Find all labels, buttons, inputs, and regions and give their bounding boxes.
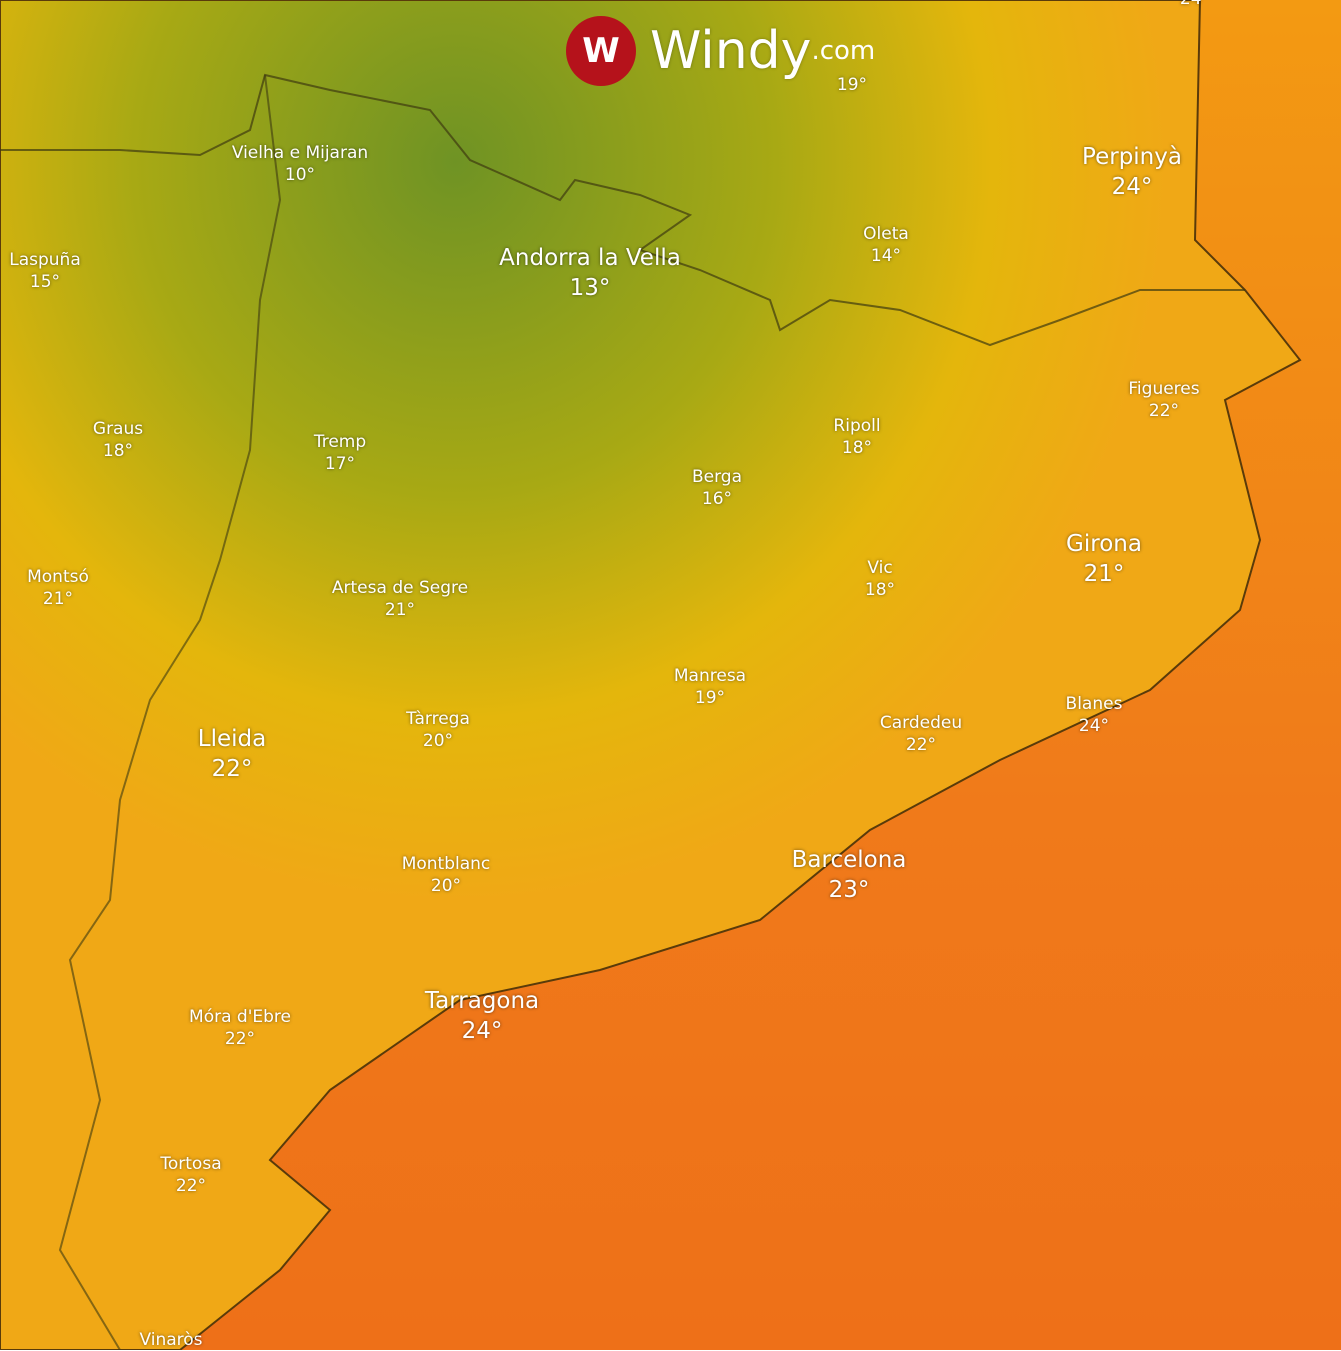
city-temperature: 24° — [461, 1017, 503, 1044]
city-name: Girona — [1066, 531, 1142, 557]
city-name: Vinaròs — [139, 1330, 203, 1350]
city-name: Oleta — [863, 224, 909, 244]
city-label[interactable]: Tremp 17° — [314, 431, 366, 475]
city-temperature: 21° — [1083, 560, 1125, 587]
city-label[interactable]: Móra d'Ebre 22° — [189, 1006, 291, 1050]
city-label[interactable]: Graus 18° — [93, 418, 143, 462]
city-label[interactable]: Lleida 22° — [198, 725, 266, 785]
city-label[interactable]: Oleta 14° — [863, 223, 909, 267]
city-name: Tàrrega — [406, 709, 470, 729]
city-temperature: 16° — [701, 489, 733, 510]
city-temperature: 18° — [864, 580, 896, 601]
city-temperature: 24° — [1111, 173, 1153, 200]
city-name: Blanes — [1065, 694, 1123, 714]
windy-logo[interactable]: W Windy .com — [566, 16, 875, 86]
city-label[interactable]: Laspuña 15° — [9, 249, 81, 293]
city-name: Cardedeu — [879, 713, 963, 733]
city-label[interactable]: Barcelona 23° — [792, 846, 907, 906]
city-name: Artesa de Segre — [331, 578, 469, 598]
city-temperature: 22° — [224, 1029, 256, 1050]
city-temperature: 17° — [324, 454, 356, 475]
city-name: Vielha e Mijaran — [231, 143, 369, 163]
city-label[interactable]: Montblanc 20° — [402, 853, 491, 897]
windy-logo-icon: W — [566, 16, 636, 86]
city-temperature: 24° — [1180, 0, 1210, 10]
city-temperature: 21° — [384, 600, 416, 621]
city-label[interactable]: 19° — [837, 74, 867, 96]
city-name: Ripoll — [833, 416, 881, 436]
city-label[interactable]: Montsó 21° — [27, 566, 89, 610]
city-label[interactable]: Berga 16° — [692, 466, 742, 510]
land — [0, 0, 1302, 1350]
city-name: Figueres — [1128, 379, 1200, 399]
city-label[interactable]: Cardedeu 22° — [880, 712, 962, 756]
city-label[interactable]: Vinaròs — [139, 1329, 202, 1351]
city-label[interactable]: Artesa de Segre 21° — [332, 577, 468, 621]
city-label[interactable]: Tarragona 24° — [425, 987, 539, 1047]
city-name: Montblanc — [401, 854, 491, 874]
city-label[interactable]: Perpinyà 24° — [1082, 143, 1182, 203]
city-name: Andorra la Vella — [499, 245, 681, 271]
city-label[interactable]: Andorra la Vella 13° — [499, 244, 681, 304]
border — [0, 73, 1245, 347]
city-name: Graus — [92, 419, 144, 439]
city-temperature: 21° — [42, 589, 74, 610]
city-label[interactable]: Vic 18° — [865, 557, 895, 601]
city-name: Montsó — [27, 567, 89, 587]
city-temperature: 15° — [29, 272, 61, 293]
city-name: Vic — [867, 558, 893, 578]
city-temperature: 14° — [870, 246, 902, 267]
city-temperature: 18° — [102, 441, 134, 462]
city-name: Barcelona — [791, 847, 907, 873]
city-temperature: 19° — [694, 688, 726, 709]
city-label[interactable]: Tàrrega 20° — [406, 708, 470, 752]
city-label[interactable]: Blanes 24° — [1066, 693, 1123, 737]
city-name: Tortosa — [160, 1154, 222, 1174]
brand-domain: .com — [811, 36, 876, 66]
city-temperature: 10° — [284, 165, 316, 186]
city-temperature: 22° — [1148, 401, 1180, 422]
city-temperature: 19° — [836, 75, 868, 95]
city-label[interactable]: Manresa 19° — [674, 665, 746, 709]
brand-name: Windy — [650, 21, 812, 81]
city-label[interactable]: Tortosa 22° — [160, 1153, 221, 1197]
city-name: Perpinyà — [1082, 144, 1182, 170]
city-temperature: 22° — [175, 1176, 207, 1197]
city-name: Móra d'Ebre — [189, 1007, 291, 1027]
city-label[interactable]: 24° — [1180, 0, 1210, 10]
city-label[interactable]: Vielha e Mijaran 10° — [232, 142, 368, 186]
city-label[interactable]: Figueres 22° — [1128, 378, 1199, 422]
city-name: Manresa — [673, 666, 747, 686]
city-temperature: 18° — [841, 438, 873, 459]
city-name: Tremp — [313, 432, 367, 452]
city-label[interactable]: Ripoll 18° — [833, 415, 880, 459]
city-label[interactable]: Girona 21° — [1066, 530, 1142, 590]
city-temperature: 13° — [569, 274, 611, 301]
city-name: Tarragona — [424, 988, 540, 1014]
city-name: Berga — [691, 467, 743, 487]
city-temperature: 22° — [211, 755, 253, 782]
border — [58, 74, 282, 1350]
city-temperature: 23° — [828, 876, 870, 903]
city-temperature: 20° — [422, 731, 454, 752]
city-temperature: 20° — [430, 876, 462, 897]
city-name: Lleida — [197, 726, 267, 752]
city-name: Laspuña — [9, 250, 81, 270]
city-temperature: 24° — [1078, 716, 1110, 737]
city-temperature: 22° — [905, 735, 937, 756]
